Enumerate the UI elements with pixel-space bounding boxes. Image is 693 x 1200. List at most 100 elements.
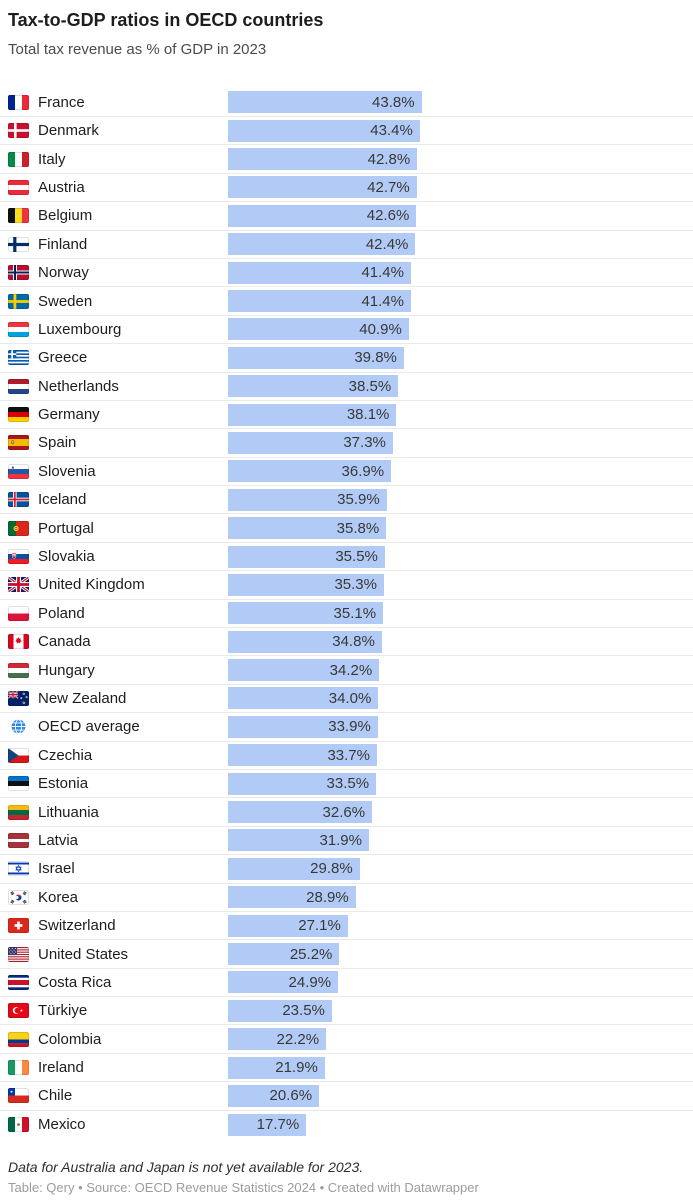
country-label: Luxembourg [38, 320, 122, 338]
footer-credits: Table: Qery • Source: OECD Revenue Stati… [8, 1180, 479, 1196]
row-label: Costa Rica [8, 974, 228, 991]
value-label: 22.2% [276, 1030, 320, 1048]
portugal-flag-icon [8, 520, 29, 536]
bar-track: 23.5% [228, 999, 685, 1022]
bar-track: 41.4% [228, 290, 685, 313]
value-label: 34.0% [328, 689, 372, 707]
table-row: Norway 41.4% [0, 259, 693, 288]
row-label: Sweden [8, 293, 228, 310]
bar-track: 20.6% [228, 1084, 685, 1107]
bar-track: 43.8% [228, 91, 685, 114]
row-label: Portugal [8, 520, 228, 537]
value-label: 31.9% [319, 831, 362, 849]
bar-track: 35.1% [228, 602, 685, 625]
table-row: Slovakia 35.5% [0, 543, 693, 572]
bar-track: 41.4% [228, 261, 685, 284]
value-label: 39.8% [354, 349, 397, 367]
ireland-flag-icon [8, 1060, 29, 1076]
costa-rica-flag-icon [8, 974, 29, 990]
country-label: Finland [38, 235, 88, 253]
row-label: Ireland [8, 1059, 228, 1076]
country-label: Italy [38, 150, 66, 168]
country-label: United Kingdom [38, 576, 145, 594]
value-label: 42.7% [367, 178, 410, 196]
czechia-flag-icon [8, 747, 29, 763]
bar-track: 33.5% [228, 772, 685, 795]
bar-track: 42.7% [228, 176, 685, 199]
bar-track: 25.2% [228, 943, 685, 965]
mexico-flag-icon [8, 1117, 29, 1133]
table-row: Israel 29.8% [0, 855, 693, 884]
country-label: Lithuania [38, 803, 99, 821]
spain-flag-icon [8, 435, 29, 451]
table-row: Slovenia 36.9% [0, 458, 693, 487]
bar-track: 42.8% [228, 148, 685, 171]
country-label: Austria [38, 178, 85, 196]
value-bar: 43.8% [228, 91, 422, 114]
value-bar: 35.5% [228, 545, 385, 568]
table-row: Luxembourg 40.9% [0, 316, 693, 345]
bar-track: 37.3% [228, 431, 685, 454]
value-bar: 31.9% [228, 829, 369, 852]
country-label: Norway [38, 264, 89, 282]
oecd-globe-icon [8, 719, 29, 735]
country-label: Iceland [38, 491, 87, 509]
row-label: Poland [8, 605, 228, 622]
value-label: 35.5% [335, 548, 378, 566]
bar-track: 28.9% [228, 886, 685, 909]
bar-track: 29.8% [228, 857, 685, 880]
row-label: Canada [8, 633, 228, 650]
value-label: 37.3% [343, 434, 386, 452]
bar-track: 43.4% [228, 119, 685, 142]
bar-track: 35.8% [228, 517, 685, 540]
value-bar: 35.1% [228, 602, 384, 625]
hungary-flag-icon [8, 662, 29, 678]
bar-track: 39.8% [228, 346, 685, 369]
table-row: Ireland 21.9% [0, 1054, 693, 1083]
value-label: 33.5% [326, 775, 370, 793]
value-bar: 43.4% [228, 119, 420, 142]
table-row: Mexico 17.7% [0, 1111, 693, 1139]
row-label: Luxembourg [8, 321, 228, 338]
value-label: 32.6% [322, 803, 366, 821]
row-label: Italy [8, 151, 228, 168]
table-row: Belgium 42.6% [0, 202, 693, 231]
bar-track: 38.1% [228, 403, 685, 426]
table-row: Italy 42.8% [0, 145, 693, 174]
bar-track: 21.9% [228, 1056, 685, 1079]
country-label: Colombia [38, 1030, 102, 1048]
value-bar: 33.7% [228, 744, 377, 767]
page-title: Tax-to-GDP ratios in OECD countries [8, 10, 324, 30]
value-bar: 24.9% [228, 971, 339, 994]
value-bar: 37.3% [228, 431, 393, 454]
value-label: 43.8% [372, 93, 415, 111]
value-label: 17.7% [256, 1116, 300, 1134]
country-label: OECD average [38, 718, 140, 736]
row-label: Austria [8, 179, 228, 196]
turkiye-flag-icon [8, 1003, 29, 1019]
value-bar: 27.1% [228, 914, 348, 937]
value-bar: 22.2% [228, 1028, 327, 1051]
switzerland-flag-icon [8, 918, 29, 934]
table-row: Finland 42.4% [0, 231, 693, 259]
value-bar: 28.9% [228, 886, 356, 909]
bar-track: 31.9% [228, 829, 685, 852]
value-bar: 20.6% [228, 1084, 320, 1107]
table-row: Türkiye 23.5% [0, 997, 693, 1026]
table-row: Portugal 35.8% [0, 514, 693, 543]
table-row: Canada 34.8% [0, 628, 693, 657]
bar-track: 32.6% [228, 801, 685, 824]
value-bar: 39.8% [228, 346, 404, 369]
row-label: United Kingdom [8, 576, 228, 593]
table-row: New Zealand 34.0% [0, 685, 693, 714]
row-label: Iceland [8, 491, 228, 508]
row-label: France [8, 94, 228, 111]
value-bar: 41.4% [228, 290, 411, 313]
canada-flag-icon [8, 634, 29, 650]
row-label: Mexico [8, 1116, 228, 1133]
bar-chart: France 43.8% Denmark 43.4% Italy 42.8% [0, 89, 693, 1139]
table-row: Sweden 41.4% [0, 287, 693, 316]
value-label: 36.9% [341, 462, 385, 480]
slovenia-flag-icon [8, 463, 29, 479]
